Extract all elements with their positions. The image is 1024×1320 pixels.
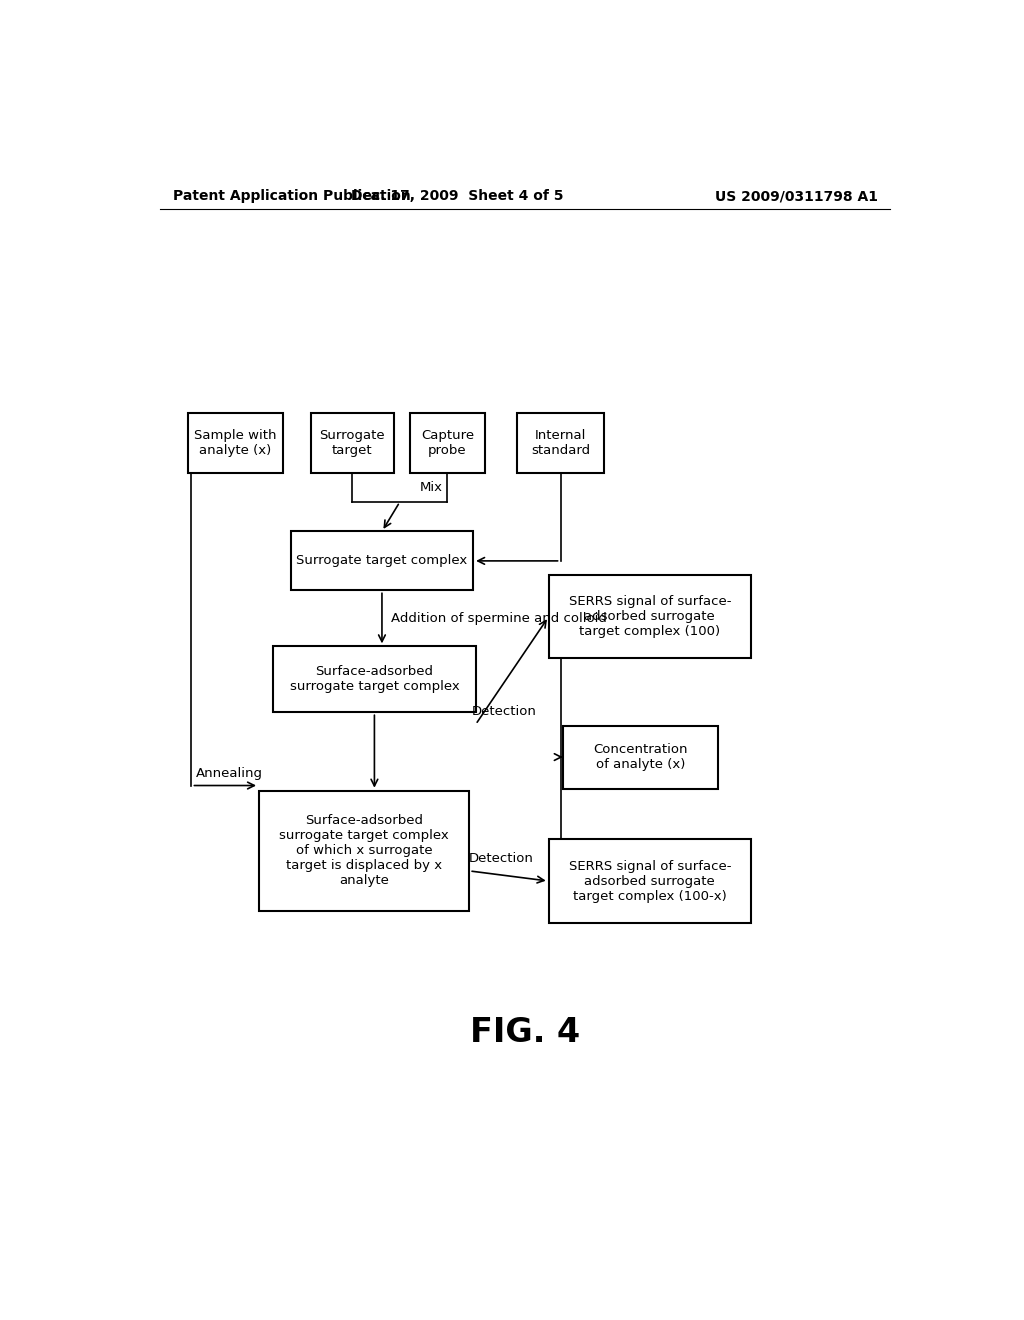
- FancyBboxPatch shape: [273, 647, 475, 713]
- Text: SERRS signal of surface-
adsorbed surrogate
target complex (100-x): SERRS signal of surface- adsorbed surrog…: [568, 859, 731, 903]
- FancyBboxPatch shape: [563, 726, 718, 788]
- Text: Annealing: Annealing: [196, 767, 262, 780]
- Text: Surrogate target complex: Surrogate target complex: [296, 554, 468, 568]
- Text: FIG. 4: FIG. 4: [470, 1016, 580, 1049]
- FancyBboxPatch shape: [310, 412, 394, 474]
- FancyBboxPatch shape: [549, 840, 751, 923]
- Text: Patent Application Publication: Patent Application Publication: [173, 189, 411, 203]
- Text: Dec. 17, 2009  Sheet 4 of 5: Dec. 17, 2009 Sheet 4 of 5: [351, 189, 563, 203]
- Text: Mix: Mix: [420, 480, 442, 494]
- Text: Detection: Detection: [472, 705, 537, 718]
- Text: Surface-adsorbed
surrogate target complex
of which x surrogate
target is displac: Surface-adsorbed surrogate target comple…: [280, 814, 449, 887]
- Text: Surrogate
target: Surrogate target: [319, 429, 385, 457]
- FancyBboxPatch shape: [410, 412, 485, 474]
- Text: Sample with
analyte (x): Sample with analyte (x): [194, 429, 276, 457]
- Text: Surface-adsorbed
surrogate target complex: Surface-adsorbed surrogate target comple…: [290, 665, 460, 693]
- Text: Addition of spermine and colloid: Addition of spermine and colloid: [391, 612, 607, 624]
- FancyBboxPatch shape: [549, 576, 751, 659]
- Text: Internal
standard: Internal standard: [531, 429, 590, 457]
- Text: Concentration
of analyte (x): Concentration of analyte (x): [593, 743, 687, 771]
- FancyBboxPatch shape: [517, 412, 604, 474]
- Text: SERRS signal of surface-
adsorbed surrogate
target complex (100): SERRS signal of surface- adsorbed surrog…: [568, 595, 731, 639]
- Text: US 2009/0311798 A1: US 2009/0311798 A1: [715, 189, 878, 203]
- Text: Capture
probe: Capture probe: [421, 429, 474, 457]
- FancyBboxPatch shape: [187, 412, 283, 474]
- FancyBboxPatch shape: [291, 532, 473, 590]
- FancyBboxPatch shape: [259, 791, 469, 911]
- Text: Detection: Detection: [469, 851, 534, 865]
